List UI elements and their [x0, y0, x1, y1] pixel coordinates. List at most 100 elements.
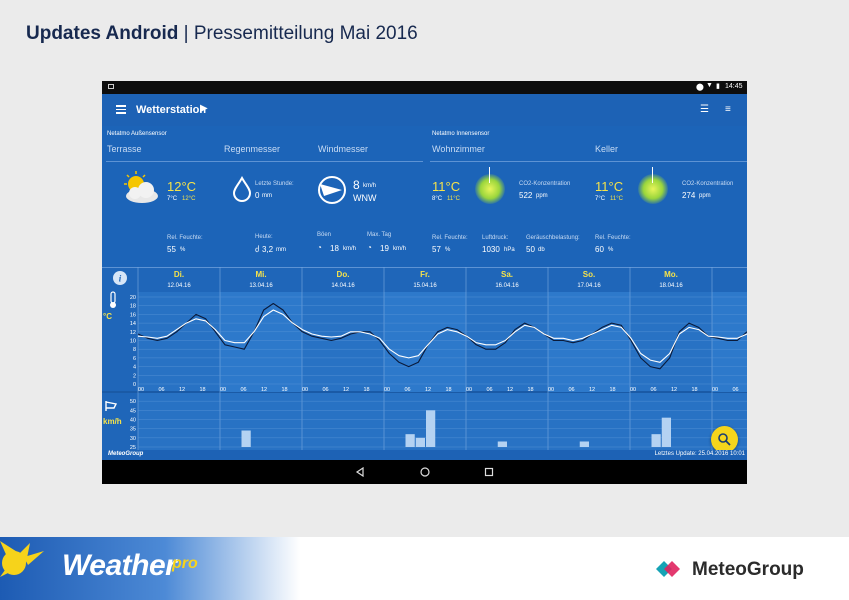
rain-label[interactable]: Regenmesser	[224, 144, 281, 154]
keller-label[interactable]: Keller	[595, 144, 619, 154]
app-bar: Wetterstation ▶ ☰ ≡	[102, 94, 747, 126]
home-icon[interactable]	[420, 467, 430, 477]
temperature-series-measured	[137, 302, 747, 370]
slide-title-bold: Updates Android	[26, 23, 179, 44]
rain-drop-small-icon: ძ	[255, 245, 260, 254]
wind-tick-label: 35	[130, 427, 136, 433]
status-bar: ⬤ ▼ ▮ 14:45	[102, 81, 747, 94]
thermometer-bulb	[110, 302, 116, 308]
location-icon: ⬤	[696, 84, 704, 91]
hour-tick-label: 18	[527, 387, 533, 393]
tablet-screen: ⬤ ▼ ▮ 14:45 Wetterstation ▶ ☰ ≡ Netatmo …	[102, 81, 747, 484]
wind-gust-value: 18	[330, 244, 339, 253]
wind-speed: 8	[353, 178, 360, 192]
day-label: Mi.	[255, 270, 266, 279]
keller-hum-value: 60	[595, 245, 604, 254]
raindrop-icon	[232, 176, 252, 202]
hour-tick-label: 12	[343, 387, 349, 393]
keller-co2-value: 274	[682, 191, 696, 200]
day-column-shade	[548, 292, 630, 392]
weatherpro-wordmark: Weather	[62, 549, 177, 582]
hour-tick-label: 00	[302, 387, 308, 393]
terrasse-temp: 12°C	[167, 179, 197, 194]
search-icon	[718, 433, 731, 446]
terrasse-label[interactable]: Terrasse	[107, 144, 142, 154]
temp-tick-label: 8	[133, 347, 136, 353]
hour-tick-label: 00	[220, 387, 226, 393]
screenshot-icon	[108, 84, 114, 89]
date-label: 18.04.16	[659, 283, 683, 289]
meteogroup-wordmark: MeteoGroup	[692, 559, 804, 580]
rain-today-value: 3,2	[262, 245, 274, 254]
hour-tick-label: 00	[630, 387, 636, 393]
hour-tick-label: 18	[609, 387, 615, 393]
wind-tick-label: 45	[130, 408, 136, 414]
co2-indicator-needle	[652, 167, 653, 183]
hour-tick-label: 06	[650, 387, 656, 393]
wohnzimmer-co2-label: CO2-Konzentration	[519, 181, 571, 187]
weather-chart[interactable]: i °C km/h Di. 12.04.16 00 06 12 18 Mi. 13.04.16 00 0…	[102, 267, 747, 450]
day-label: Do.	[337, 270, 350, 279]
wohnzimmer-temp: 11°C	[432, 179, 461, 194]
wohnzimmer-hum-value: 57	[432, 245, 441, 254]
wohnzimmer-noise-unit: db	[538, 247, 545, 253]
temp-unit-label: °C	[103, 312, 112, 321]
title-arrow-icon[interactable]: ▶	[200, 103, 208, 114]
list-icon[interactable]: ≡	[725, 104, 731, 115]
hour-tick-label: 12	[589, 387, 595, 393]
temp-tick-label: 10	[130, 339, 136, 345]
wind-tick-label: 25	[130, 445, 136, 450]
divider	[430, 161, 747, 162]
hour-tick-label: 06	[732, 387, 738, 393]
search-fab[interactable]	[711, 426, 738, 453]
wohnzimmer-min: 8°C	[432, 196, 443, 202]
terrasse-min: 7°C	[167, 196, 178, 202]
temp-tick-label: 12	[130, 330, 136, 336]
rain-today-unit: mm	[276, 247, 286, 253]
recents-icon[interactable]	[484, 467, 494, 477]
divider	[106, 161, 423, 162]
keller-co2-unit: ppm	[699, 193, 711, 199]
slide-footer: Weather pro MeteoGroup	[0, 537, 849, 600]
hour-tick-label: 06	[158, 387, 164, 393]
wind-bar	[241, 430, 251, 447]
hour-tick-label: 18	[445, 387, 451, 393]
outdoor-group-label: Netatmo Außensensor	[107, 131, 167, 137]
wind-label[interactable]: Windmesser	[318, 144, 369, 154]
hour-tick-label: 18	[199, 387, 205, 393]
hour-tick-label: 00	[712, 387, 718, 393]
keller-co2-label: CO2-Konzentration	[682, 181, 734, 187]
back-icon[interactable]	[355, 467, 365, 477]
date-label: 16.04.16	[495, 283, 519, 289]
slide-title-subtitle: Pressemitteilung Mai 2016	[193, 23, 418, 44]
wind-speed-unit: km/h	[363, 183, 377, 189]
temp-tick-label: 0	[133, 382, 136, 388]
hour-tick-label: 00	[384, 387, 390, 393]
wind-max-unit: km/h	[393, 246, 407, 252]
keller-hum-label: Rel. Feuchte:	[595, 235, 631, 241]
hour-tick-label: 12	[261, 387, 267, 393]
menu-icon[interactable]	[116, 105, 126, 114]
temp-tick-label: 16	[130, 312, 136, 318]
slide-title: Updates Android | Pressemitteilung Mai 2…	[26, 23, 418, 45]
sort-icon[interactable]: ☰	[700, 104, 709, 115]
hour-tick-label: 06	[486, 387, 492, 393]
terrasse-hum-label: Rel. Feuchte:	[167, 235, 203, 241]
day-label: Sa.	[501, 270, 513, 279]
footer-brand: MeteoGroup	[108, 451, 144, 457]
wind-bar	[497, 441, 507, 447]
hour-tick-label: 00	[466, 387, 472, 393]
wohnzimmer-label[interactable]: Wohnzimmer	[432, 144, 485, 154]
temp-tick-label: 18	[130, 304, 136, 310]
app-title[interactable]: Wetterstation	[136, 104, 207, 116]
keller-hum-unit: %	[608, 247, 614, 253]
co2-indicator	[475, 174, 505, 204]
chart-axis-panel	[102, 267, 138, 450]
hour-tick-label: 12	[671, 387, 677, 393]
wind-max-label: Max. Tag	[367, 232, 392, 238]
hour-tick-label: 12	[179, 387, 185, 393]
hour-tick-label: 12	[425, 387, 431, 393]
battery-icon: ▮	[716, 83, 720, 90]
temp-tick-label: 20	[130, 295, 136, 301]
